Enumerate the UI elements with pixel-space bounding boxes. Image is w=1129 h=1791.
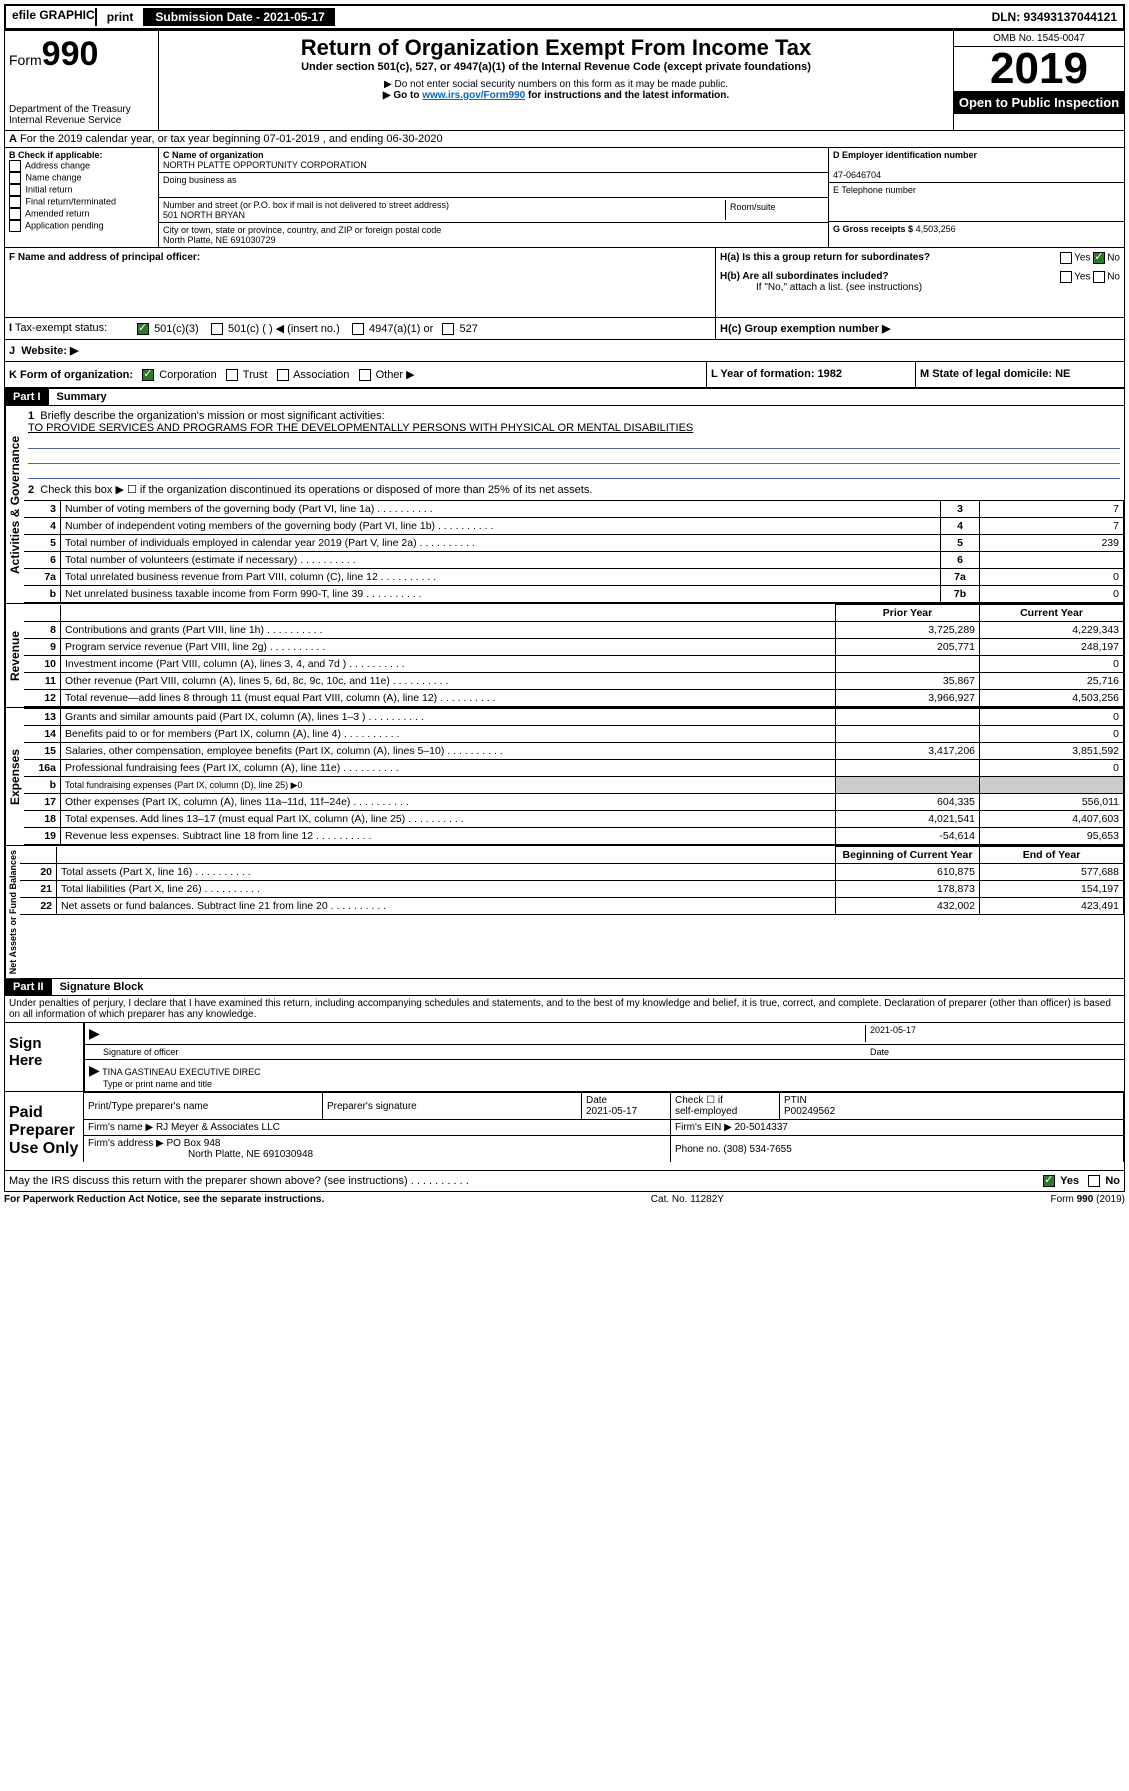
form-number: Form990	[9, 35, 154, 74]
revenue-block: Revenue Prior YearCurrent Year8Contribut…	[4, 604, 1125, 708]
part1-title: Summary	[49, 389, 115, 405]
governance-block: Activities & Governance 1 Briefly descri…	[4, 406, 1125, 604]
efile-label: efile GRAPHIC	[12, 8, 95, 26]
subtitle-1: Under section 501(c), 527, or 4947(a)(1)…	[163, 61, 949, 73]
org-name: NORTH PLATTE OPPORTUNITY CORPORATION	[163, 160, 367, 170]
street-address: 501 NORTH BRYAN	[163, 210, 245, 220]
mission-text: TO PROVIDE SERVICES AND PROGRAMS FOR THE…	[28, 422, 693, 434]
irs-link[interactable]: www.irs.gov/Form990	[422, 90, 525, 101]
tax-status-row: I Tax-exempt status: 501(c)(3) 501(c) ( …	[4, 318, 1125, 340]
part2-title: Signature Block	[52, 979, 152, 995]
line-a: A For the 2019 calendar year, or tax yea…	[4, 131, 1125, 148]
box-b: B Check if applicable: Address change Na…	[5, 148, 159, 247]
subtitle-2: ▶ Do not enter social security numbers o…	[163, 79, 949, 90]
dln: DLN: 93493137044121	[986, 8, 1123, 26]
open-public: Open to Public Inspection	[954, 91, 1124, 114]
website-row: J Website: ▶	[4, 340, 1125, 362]
perjury-text: Under penalties of perjury, I declare th…	[5, 996, 1124, 1022]
officer-group-section: F Name and address of principal officer:…	[4, 248, 1125, 318]
submission-date: Submission Date - 2021-05-17	[145, 8, 334, 26]
footer: For Paperwork Reduction Act Notice, see …	[4, 1192, 1125, 1207]
form-title: Return of Organization Exempt From Incom…	[163, 35, 949, 61]
expenses-block: Expenses 13Grants and similar amounts pa…	[4, 708, 1125, 846]
print-button[interactable]: print	[95, 8, 146, 26]
form-header: Form990 Department of the Treasury Inter…	[4, 30, 1125, 131]
top-bar: efile GRAPHIC print Submission Date - 20…	[4, 4, 1125, 30]
form-org-row: K Form of organization: Corporation Trus…	[4, 362, 1125, 388]
subtitle-3: ▶ Go to www.irs.gov/Form990 for instruct…	[163, 90, 949, 101]
netassets-block: Net Assets or Fund Balances Beginning of…	[4, 846, 1125, 979]
tax-year: 2019	[954, 47, 1124, 91]
part2-header: Part II	[5, 979, 52, 995]
dept-treasury: Department of the Treasury Internal Reve…	[9, 104, 154, 126]
gross-receipts: 4,503,256	[916, 224, 956, 234]
signature-section: Under penalties of perjury, I declare th…	[4, 996, 1125, 1192]
part1-header: Part I	[5, 389, 49, 405]
ein: 47-0646704	[833, 170, 881, 180]
entity-section: B Check if applicable: Address change Na…	[4, 148, 1125, 248]
city-state-zip: North Platte, NE 691030729	[163, 235, 276, 245]
